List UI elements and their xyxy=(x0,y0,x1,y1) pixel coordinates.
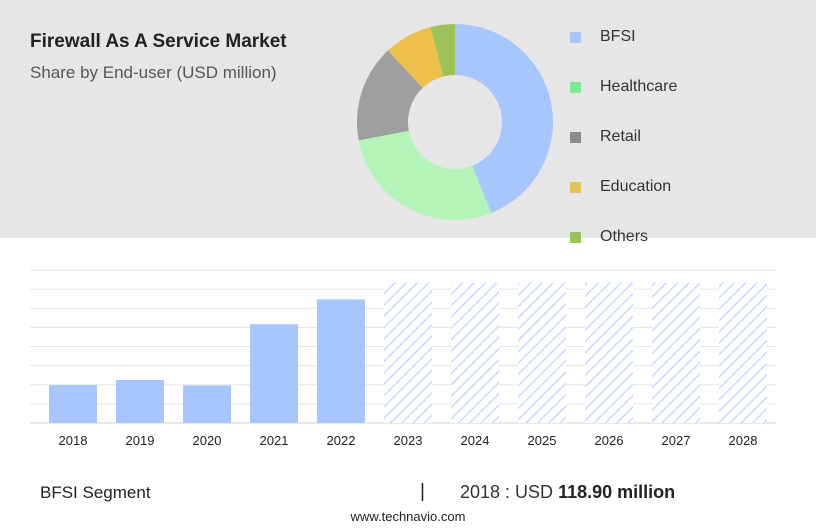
bar-chart: 2018 2019 2020 2021 2022 2023 2024 2025 2026 2027… xyxy=(30,269,776,448)
bar-2020 xyxy=(183,385,231,423)
donut-slice-bfsi xyxy=(455,24,554,214)
bar-2026 xyxy=(585,282,633,423)
x-tick-label-2024: 2024 xyxy=(461,433,490,448)
legend-item-education: Education xyxy=(570,162,800,212)
legend-swatch-education xyxy=(570,181,581,193)
donut-chart xyxy=(357,24,554,220)
x-tick-label-2028: 2028 xyxy=(729,433,758,448)
legend-swatch-bfsi xyxy=(570,31,581,43)
bar-2025 xyxy=(518,282,566,423)
donut-legend: BFSI Healthcare Retail Education Others xyxy=(570,12,800,262)
legend-item-healthcare: Healthcare xyxy=(570,62,800,112)
donut-slice-retail xyxy=(357,50,423,141)
chart-subtitle: Share by End-user (USD million) xyxy=(30,63,277,82)
bar-2022 xyxy=(317,299,365,423)
chart-title: Firewall As A Service Market xyxy=(30,31,287,52)
donut-slice-others xyxy=(430,24,455,77)
bar-2021 xyxy=(250,324,298,423)
legend-item-bfsi: BFSI xyxy=(570,12,800,62)
website-link[interactable]: www.technavio.com xyxy=(350,509,466,524)
bars xyxy=(49,282,767,423)
bar-2018 xyxy=(49,385,97,423)
bar-2028 xyxy=(719,282,767,423)
segment-value: 2018 : USD 118.90 million xyxy=(460,482,675,503)
x-tick-label-2022: 2022 xyxy=(327,433,356,448)
bar-2024 xyxy=(451,282,499,423)
x-tick-label-2021: 2021 xyxy=(260,433,289,448)
x-tick-label-2023: 2023 xyxy=(394,433,423,448)
legend-label-healthcare: Healthcare xyxy=(600,78,678,95)
bar-2023 xyxy=(384,282,432,423)
bar-2027 xyxy=(652,282,700,423)
segment-value-amount: 118.90 million xyxy=(558,482,676,502)
x-tick-label-2025: 2025 xyxy=(528,433,557,448)
legend-swatch-retail xyxy=(570,131,581,143)
legend-swatch-healthcare xyxy=(570,81,581,93)
x-tick-label-2018: 2018 xyxy=(59,433,88,448)
donut-slice-education xyxy=(387,27,444,88)
legend-label-others: Others xyxy=(600,228,649,245)
legend-label-education: Education xyxy=(600,178,672,195)
legend-item-others: Others xyxy=(570,212,800,262)
footer-divider: | xyxy=(420,481,425,502)
x-tick-label-2020: 2020 xyxy=(193,433,222,448)
x-tick-label-2019: 2019 xyxy=(126,433,155,448)
legend-swatch-others xyxy=(570,231,581,243)
bar-2019 xyxy=(116,379,164,423)
legend-item-retail: Retail xyxy=(570,112,800,162)
segment-label: BFSI Segment xyxy=(40,483,151,502)
x-tick-label-2026: 2026 xyxy=(595,433,624,448)
legend-label-retail: Retail xyxy=(600,128,641,145)
x-tick-labels: 2018 2019 2020 2021 2022 2023 2024 2025 2026 2027… xyxy=(59,433,758,448)
x-tick-label-2027: 2027 xyxy=(662,433,691,448)
legend-label-bfsi: BFSI xyxy=(600,28,636,45)
segment-value-prefix: 2018 : USD xyxy=(460,482,554,502)
donut-slice-healthcare xyxy=(358,130,492,220)
